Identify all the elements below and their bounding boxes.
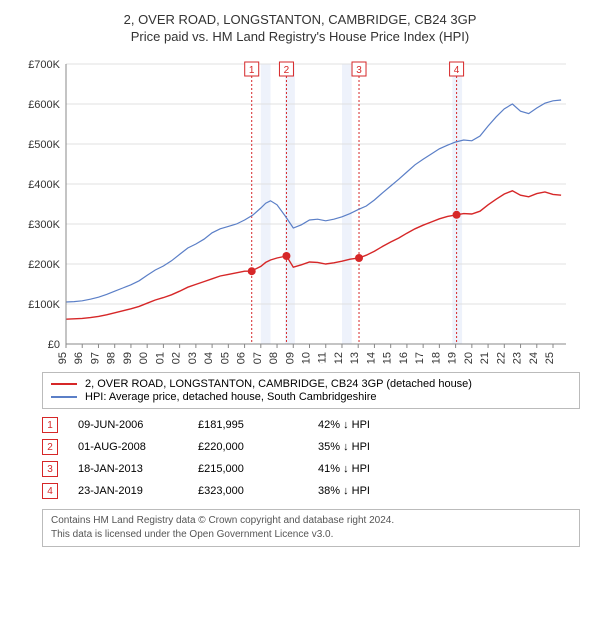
y-tick-label: £600K xyxy=(28,99,60,111)
chart-title-address: 2, OVER ROAD, LONGSTANTON, CAMBRIDGE, CB… xyxy=(10,12,590,27)
x-tick-label: 2024 xyxy=(528,352,540,364)
event-marker-label: 3 xyxy=(356,65,362,76)
x-tick-label: 2019 xyxy=(447,352,459,364)
legend-row: HPI: Average price, detached house, Sout… xyxy=(51,391,571,403)
x-tick-label: 2025 xyxy=(544,352,556,364)
event-point xyxy=(248,267,256,275)
x-tick-label: 2004 xyxy=(203,352,215,364)
x-tick-label: 2012 xyxy=(333,352,345,364)
x-tick-label: 2017 xyxy=(414,352,426,364)
series-property xyxy=(66,191,561,319)
legend-label: HPI: Average price, detached house, Sout… xyxy=(85,391,376,403)
event-point xyxy=(453,211,461,219)
series-hpi xyxy=(66,100,561,302)
x-tick-label: 2010 xyxy=(301,352,313,364)
x-tick-label: 2013 xyxy=(349,352,361,364)
event-row-date: 09-JUN-2006 xyxy=(78,419,198,431)
event-row-date: 01-AUG-2008 xyxy=(78,441,198,453)
line-chart-svg: £0 £100K £200K £300K £400K £500K £600K £700K 1 2 3… xyxy=(20,54,580,364)
x-tick-label: 1997 xyxy=(89,352,101,364)
attribution-line1: Contains HM Land Registry data © Crown c… xyxy=(51,514,571,528)
x-tick-label: 1995 xyxy=(57,352,69,364)
x-tick-label: 2023 xyxy=(512,352,524,364)
event-row-price: £181,995 xyxy=(198,419,318,431)
x-tick-label: 1999 xyxy=(122,352,134,364)
x-tick-label: 2006 xyxy=(236,352,248,364)
event-row: 3 18-JAN-2013£215,00041% ↓ HPI xyxy=(42,461,580,477)
event-row-price: £323,000 xyxy=(198,485,318,497)
events-table: 1 09-JUN-2006£181,99542% ↓ HPI 2 01-AUG-200… xyxy=(42,417,580,499)
event-row-marker: 1 xyxy=(42,417,58,433)
shade-band xyxy=(452,64,462,344)
x-tick-label: 2021 xyxy=(479,352,491,364)
legend-swatch xyxy=(51,383,77,385)
attribution-box: Contains HM Land Registry data © Crown c… xyxy=(42,509,580,547)
event-marker-label: 2 xyxy=(284,65,290,76)
shade-band xyxy=(342,64,352,344)
x-tick-label: 1996 xyxy=(73,352,85,364)
event-point xyxy=(282,252,290,260)
event-row-diff: 35% ↓ HPI xyxy=(318,441,418,453)
x-tick-label: 1998 xyxy=(106,352,118,364)
x-tick-label: 2002 xyxy=(171,352,183,364)
x-tick-label: 2007 xyxy=(252,352,264,364)
legend-swatch xyxy=(51,396,77,398)
y-tick-label: £400K xyxy=(28,179,60,191)
y-tick-label: £500K xyxy=(28,139,60,151)
event-row-marker: 3 xyxy=(42,461,58,477)
x-tick-label: 2000 xyxy=(138,352,150,364)
x-tick-label: 2009 xyxy=(284,352,296,364)
y-tick-label: £200K xyxy=(28,259,60,271)
x-tick-label: 2008 xyxy=(268,352,280,364)
event-row: 1 09-JUN-2006£181,99542% ↓ HPI xyxy=(42,417,580,433)
x-tick-label: 2016 xyxy=(398,352,410,364)
event-row: 4 23-JAN-2019£323,00038% ↓ HPI xyxy=(42,483,580,499)
event-row-marker: 4 xyxy=(42,483,58,499)
x-tick-label: 2015 xyxy=(382,352,394,364)
chart-area: £0 £100K £200K £300K £400K £500K £600K £700K 1 2 3… xyxy=(20,54,580,364)
event-marker-label: 4 xyxy=(454,65,460,76)
y-tick-label: £700K xyxy=(28,59,60,71)
x-tick-label: 2011 xyxy=(317,352,329,364)
event-point xyxy=(355,254,363,262)
event-row-marker: 2 xyxy=(42,439,58,455)
y-tick-label: £300K xyxy=(28,219,60,231)
x-tick-label: 2014 xyxy=(365,352,377,364)
x-tick-label: 2001 xyxy=(154,352,166,364)
event-row: 2 01-AUG-2008£220,00035% ↓ HPI xyxy=(42,439,580,455)
event-row-price: £215,000 xyxy=(198,463,318,475)
x-tick-label: 2003 xyxy=(187,352,199,364)
x-tick-label: 2020 xyxy=(463,352,475,364)
y-tick-label: £0 xyxy=(48,339,60,351)
event-marker-label: 1 xyxy=(249,65,255,76)
event-row-price: £220,000 xyxy=(198,441,318,453)
legend-row: 2, OVER ROAD, LONGSTANTON, CAMBRIDGE, CB… xyxy=(51,378,571,390)
x-tick-label: 2022 xyxy=(495,352,507,364)
event-row-diff: 42% ↓ HPI xyxy=(318,419,418,431)
legend-box: 2, OVER ROAD, LONGSTANTON, CAMBRIDGE, CB… xyxy=(42,372,580,409)
attribution-line2: This data is licensed under the Open Gov… xyxy=(51,528,571,542)
y-tick-label: £100K xyxy=(28,299,60,311)
event-row-diff: 41% ↓ HPI xyxy=(318,463,418,475)
x-tick-label: 2005 xyxy=(219,352,231,364)
x-tick-label: 2018 xyxy=(430,352,442,364)
chart-header: 2, OVER ROAD, LONGSTANTON, CAMBRIDGE, CB… xyxy=(10,12,590,44)
event-row-diff: 38% ↓ HPI xyxy=(318,485,418,497)
chart-title-subtitle: Price paid vs. HM Land Registry's House … xyxy=(10,29,590,44)
legend-label: 2, OVER ROAD, LONGSTANTON, CAMBRIDGE, CB… xyxy=(85,378,472,390)
event-row-date: 23-JAN-2019 xyxy=(78,485,198,497)
page-root: 2, OVER ROAD, LONGSTANTON, CAMBRIDGE, CB… xyxy=(0,0,600,620)
event-row-date: 18-JAN-2013 xyxy=(78,463,198,475)
